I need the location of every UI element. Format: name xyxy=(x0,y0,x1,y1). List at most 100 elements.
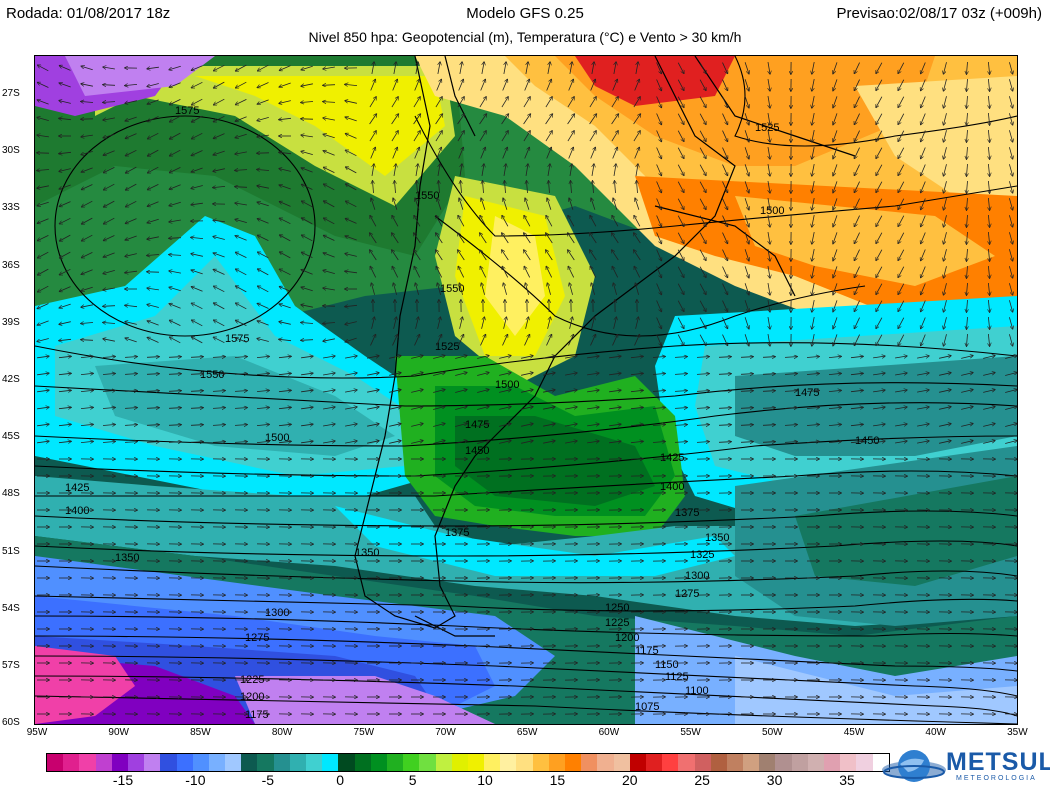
wind-arrow xyxy=(854,164,860,176)
colorbar-swatch xyxy=(79,754,96,771)
wind-arrow xyxy=(633,131,640,142)
wind-arrow xyxy=(503,317,507,329)
wind-arrow xyxy=(192,337,203,344)
wind-arrow xyxy=(301,102,314,103)
wind-arrow xyxy=(768,215,770,227)
wind-arrow xyxy=(59,83,71,88)
wind-arrow xyxy=(279,100,291,104)
wind-arrow xyxy=(148,338,159,343)
contour-label: 1100 xyxy=(685,685,709,697)
wind-arrow xyxy=(833,181,838,192)
wind-arrow xyxy=(944,334,947,346)
wind-arrow xyxy=(921,198,926,210)
wind-arrow xyxy=(258,82,269,88)
wind-arrow xyxy=(439,181,440,194)
wind-arrow xyxy=(437,317,441,329)
wind-arrow xyxy=(768,198,770,210)
wind-arrow xyxy=(504,164,506,176)
wind-arrow xyxy=(567,114,575,125)
wind-arrow xyxy=(480,250,487,261)
wind-arrow xyxy=(480,216,487,227)
wind-arrow xyxy=(214,303,225,310)
contour-label: 1225 xyxy=(605,617,629,629)
wind-arrow xyxy=(812,283,815,295)
wind-arrow xyxy=(589,131,596,142)
wind-arrow xyxy=(436,335,442,346)
contour-label: 1275 xyxy=(675,588,699,600)
wind-arrow xyxy=(280,287,291,292)
wind-arrow xyxy=(80,356,93,357)
wind-arrow xyxy=(699,79,706,91)
wind-arrow xyxy=(417,181,418,194)
wind-arrow xyxy=(371,198,376,210)
colorbar-swatch xyxy=(775,754,792,771)
wind-arrow xyxy=(876,130,883,142)
wind-arrow xyxy=(548,164,550,176)
colorbar-swatch xyxy=(419,754,436,771)
wind-arrow xyxy=(345,271,358,273)
wind-arrow xyxy=(126,183,137,190)
wind-arrow xyxy=(876,283,883,295)
wind-arrow xyxy=(345,236,357,241)
wind-arrow xyxy=(988,112,989,125)
wind-arrow xyxy=(192,320,203,327)
wind-arrow xyxy=(921,79,926,91)
latitude-label: 51S xyxy=(2,545,20,557)
wind-arrow xyxy=(568,148,574,159)
wind-arrow xyxy=(944,181,947,193)
wind-arrow xyxy=(1009,215,1012,227)
colorbar-swatch xyxy=(257,754,274,771)
wind-arrow xyxy=(81,135,93,137)
wind-arrow xyxy=(921,300,926,312)
wind-arrow xyxy=(768,130,770,142)
wind-arrow xyxy=(656,198,662,210)
wind-vectors xyxy=(37,62,1017,714)
wind-arrow xyxy=(967,282,968,295)
contour-label: 1075 xyxy=(635,701,659,713)
wind-arrow xyxy=(436,216,443,227)
wind-arrow xyxy=(103,150,115,155)
wind-arrow xyxy=(170,132,181,139)
wind-arrow xyxy=(214,133,225,139)
wind-arrow xyxy=(677,147,684,159)
wind-arrow xyxy=(191,270,203,275)
wind-arrow xyxy=(1009,232,1012,244)
wind-arrow xyxy=(1009,147,1012,159)
wind-arrow xyxy=(1009,79,1012,91)
wind-arrow xyxy=(635,198,640,210)
wind-arrow xyxy=(393,62,396,74)
wind-arrow xyxy=(346,219,357,224)
wind-arrow xyxy=(258,64,269,71)
wind-arrow xyxy=(192,115,203,122)
wind-arrow xyxy=(302,218,313,225)
wind-arrow xyxy=(213,150,225,155)
wind-arrow xyxy=(722,266,728,278)
wind-arrow xyxy=(898,147,905,159)
wind-arrow xyxy=(967,265,968,278)
colorbar-label: -10 xyxy=(185,772,206,788)
wind-arrow xyxy=(744,79,749,90)
wind-arrow xyxy=(60,234,71,241)
wind-arrow xyxy=(235,151,247,154)
wind-arrow xyxy=(768,113,770,125)
wind-arrow xyxy=(413,97,420,108)
wind-arrow xyxy=(944,232,947,244)
wind-arrow xyxy=(345,84,358,85)
wind-arrow xyxy=(323,134,335,139)
wind-arrow xyxy=(546,148,552,159)
colorbar-label: 0 xyxy=(336,772,345,788)
wind-arrow xyxy=(768,283,770,295)
colorbar-label: 35 xyxy=(839,772,855,788)
wind-arrow xyxy=(125,84,138,85)
wind-arrow xyxy=(812,164,815,176)
wind-arrow xyxy=(60,217,71,223)
wind-arrow xyxy=(722,283,728,295)
wind-arrow xyxy=(258,286,269,293)
contour-label: 1525 xyxy=(435,341,459,353)
wind-arrow xyxy=(38,83,49,88)
wind-arrow xyxy=(501,97,508,108)
wind-arrow xyxy=(103,102,116,103)
wind-arrow xyxy=(635,283,639,295)
wind-arrow xyxy=(589,97,596,108)
colorbar-swatch xyxy=(435,754,452,771)
